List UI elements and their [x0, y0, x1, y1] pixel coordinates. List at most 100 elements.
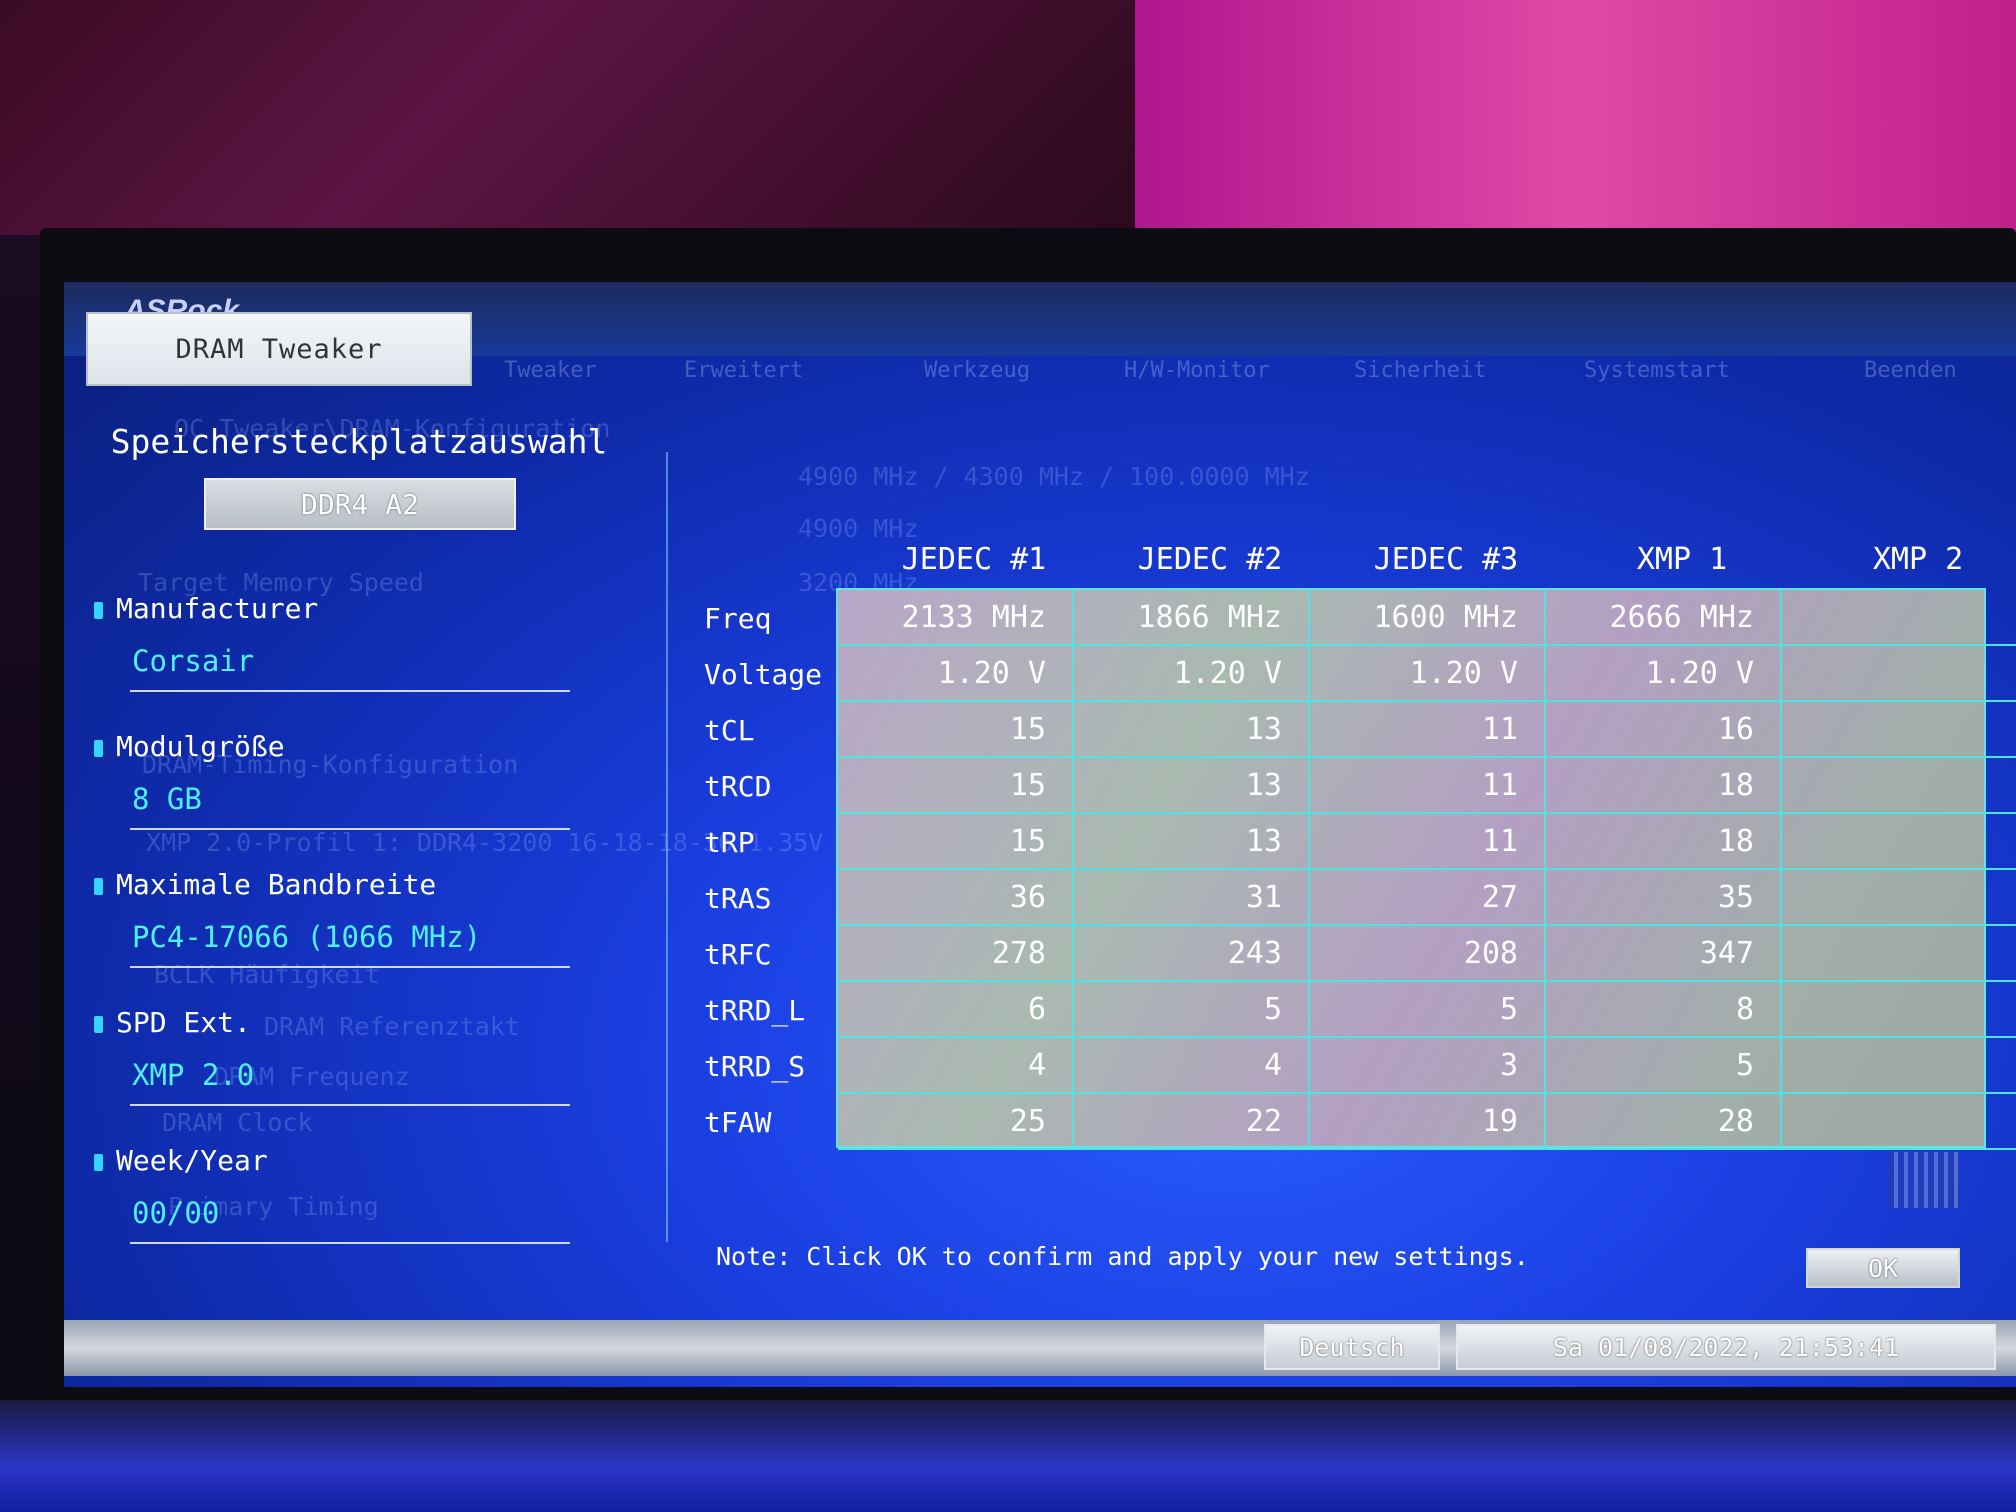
timing-cell: 4 [1074, 1038, 1310, 1094]
qr-code-icon [1888, 1152, 1960, 1208]
timing-cell: 243 [1074, 926, 1310, 982]
field-label: SPD Ext. [116, 1006, 251, 1039]
timing-cell: 3 [1310, 1038, 1546, 1094]
timing-cell: 16 [1546, 702, 1782, 758]
timing-cell: 4 [838, 1038, 1074, 1094]
row-label-trrd_l: tRRD_L [704, 994, 806, 1027]
col-header-xmp2: XMP 2 [1872, 542, 1964, 577]
nav-hw-monitor[interactable]: H/W-Monitor [1124, 358, 1270, 383]
field-value: XMP 2.0 [132, 1058, 255, 1092]
field-label: Week/Year [116, 1144, 268, 1177]
timing-cell: 2666 MHz [1546, 590, 1782, 646]
timing-cell: 13 [1074, 814, 1310, 870]
bios-screen: ASRock Tweaker Erweitert Werkzeug H/W-Mo… [64, 282, 2016, 1387]
timing-cell: 8 [1546, 982, 1782, 1038]
ghost-bclk: BCLK Häufigkeit [154, 960, 380, 989]
ghost-clock: DRAM Clock [162, 1108, 313, 1137]
timing-cell [1782, 870, 2016, 926]
timing-cell: 1866 MHz [1074, 590, 1310, 646]
desk-surface [0, 1400, 2016, 1512]
bullet-icon [94, 1154, 103, 1171]
background-wall-right [1135, 0, 2016, 240]
col-header-jedec1: JEDEC #1 [901, 542, 1047, 577]
field-underline [130, 966, 570, 968]
timing-cell: 5 [1546, 1038, 1782, 1094]
ghost-breadcrumb: OC Tweaker\DRAM-Konfiguration [174, 414, 611, 443]
language-button[interactable]: Deutsch [1264, 1324, 1440, 1370]
timing-cell: 27 [1310, 870, 1546, 926]
col-header-xmp1: XMP 1 [1636, 542, 1728, 577]
field-value: PC4-17066 (1066 MHz) [132, 920, 482, 954]
timing-cell [1782, 926, 2016, 982]
nav-sicherheit[interactable]: Sicherheit [1354, 358, 1487, 383]
field-label: Maximale Bandbreite [116, 868, 437, 901]
ghost-timing-conf: DRAM-Timing-Konfiguration [142, 750, 519, 779]
row-label-trcd: tRCD [704, 770, 772, 803]
timing-cell: 11 [1310, 758, 1546, 814]
timing-cell [1782, 1094, 2016, 1150]
timing-cell [1782, 590, 2016, 646]
timing-cell: 1.20 V [1546, 646, 1782, 702]
timing-cell: 13 [1074, 702, 1310, 758]
timing-cell: 1.20 V [1074, 646, 1310, 702]
field-label: Modulgröße [116, 730, 285, 763]
row-label-trp: tRP [704, 826, 755, 859]
field-underline [130, 1104, 570, 1106]
nav-erweitert[interactable]: Erweitert [684, 358, 804, 383]
row-label-trfc: tRFC [704, 938, 772, 971]
timing-cell [1782, 646, 2016, 702]
timing-cell: 31 [1074, 870, 1310, 926]
background-wall-left [0, 0, 1135, 235]
field-value: 00/00 [132, 1196, 220, 1230]
ghost-target-speed: 4900 MHz [798, 514, 919, 543]
panel-divider [666, 452, 668, 1242]
timing-cell: 35 [1546, 870, 1782, 926]
dram-tweaker-title: DRAM Tweaker [86, 312, 472, 386]
nav-werkzeug[interactable]: Werkzeug [924, 358, 1030, 383]
timing-cell: 11 [1310, 702, 1546, 758]
timing-cell: 15 [838, 702, 1074, 758]
ok-button[interactable]: OK [1806, 1248, 1960, 1288]
field-label: Manufacturer [116, 592, 319, 625]
bullet-icon [94, 878, 103, 895]
timing-cell: 22 [1074, 1094, 1310, 1150]
bullet-icon [94, 1016, 103, 1033]
timing-cell: 19 [1310, 1094, 1546, 1150]
timing-cell: 1600 MHz [1310, 590, 1546, 646]
col-header-jedec2: JEDEC #2 [1137, 542, 1283, 577]
slot-select-button[interactable]: DDR4 A2 [204, 478, 516, 530]
ghost-frequency: DRAM Frequenz [214, 1062, 410, 1091]
bullet-icon [94, 602, 103, 619]
timing-cell: 278 [838, 926, 1074, 982]
col-header-jedec3: JEDEC #3 [1373, 542, 1519, 577]
nav-systemstart[interactable]: Systemstart [1584, 358, 1730, 383]
nav-beenden[interactable]: Beenden [1864, 358, 1957, 383]
timing-cell [1782, 758, 2016, 814]
field-value: 8 GB [132, 782, 202, 816]
ghost-freq-line: 4900 MHz / 4300 MHz / 100.0000 MHz [798, 462, 1310, 491]
nav-tweaker[interactable]: Tweaker [504, 358, 597, 383]
timing-cell [1782, 982, 2016, 1038]
timing-cell: 208 [1310, 926, 1546, 982]
field-underline [130, 690, 570, 692]
slot-info-panel: Speichersteckplatzauswahl DDR4 A2 Manufa… [94, 422, 714, 1302]
field-underline [130, 828, 570, 830]
timing-cell: 11 [1310, 814, 1546, 870]
timing-cell: 15 [838, 814, 1074, 870]
timing-cell: 15 [838, 758, 1074, 814]
ghost-timing: Primary Timing [168, 1192, 379, 1221]
timing-cell: 2133 MHz [838, 590, 1074, 646]
timing-cell: 18 [1546, 814, 1782, 870]
datetime-display: Sa 01/08/2022, 21:53:41 [1456, 1324, 1996, 1370]
ghost-reference: DRAM Referenztakt [264, 1012, 520, 1041]
slot-selection-title: Speichersteckplatzauswahl [110, 422, 608, 461]
timing-cell: 5 [1074, 982, 1310, 1038]
ghost-target-memory-speed: Target Memory Speed [138, 568, 424, 597]
timing-table: 2133 MHz 1866 MHz 1600 MHz 2666 MHz 1.20 V 1.… [836, 588, 2016, 1150]
timing-cell [1782, 1038, 2016, 1094]
row-label-tras: tRAS [704, 882, 772, 915]
field-value: Corsair [132, 644, 255, 678]
row-label-voltage: Voltage [704, 658, 823, 691]
timing-cell: 347 [1546, 926, 1782, 982]
timing-cell: 1.20 V [1310, 646, 1546, 702]
